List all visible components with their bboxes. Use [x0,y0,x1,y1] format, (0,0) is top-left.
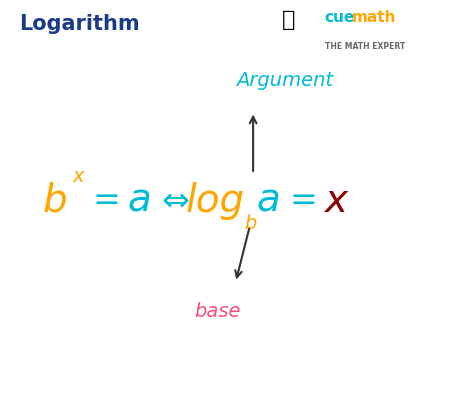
Text: math: math [352,10,396,25]
Text: b: b [244,213,256,232]
Text: =: = [93,184,120,217]
Text: cue: cue [325,10,355,25]
Text: a: a [257,182,281,219]
Text: x: x [325,182,348,219]
Text: =: = [290,184,317,217]
Text: base: base [195,301,241,320]
Text: b: b [42,182,67,219]
Text: a: a [128,182,152,219]
Text: ⇔: ⇔ [161,184,190,217]
Text: THE MATH EXPERT: THE MATH EXPERT [325,42,405,51]
Text: Logarithm: Logarithm [19,14,139,34]
Text: Argument: Argument [236,71,333,90]
Text: log: log [186,182,245,219]
Text: x: x [73,167,84,186]
Text: 🚀: 🚀 [282,10,295,30]
